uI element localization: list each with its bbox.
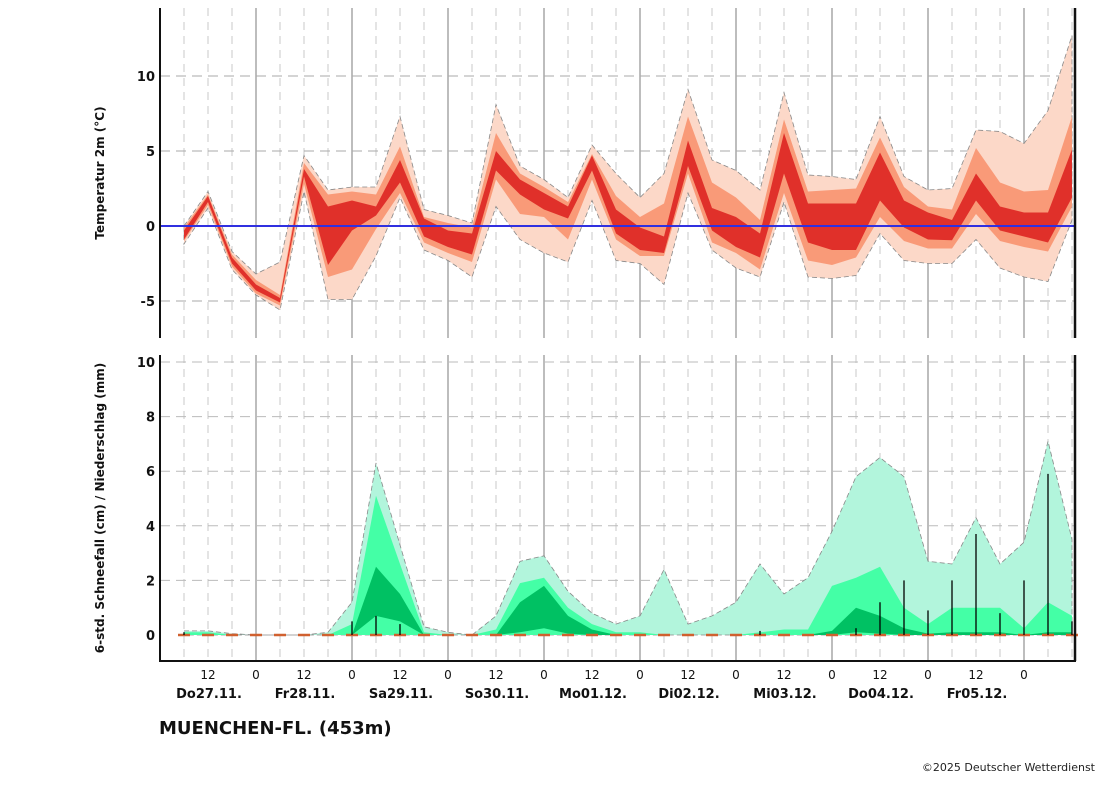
precip-band-p50 xyxy=(184,615,1072,635)
axes xyxy=(159,8,1077,662)
precipitation-bands xyxy=(183,441,1073,636)
day-tick-label: Do27.11. xyxy=(176,687,242,702)
temperature-bands xyxy=(160,35,1075,311)
temp-band-p10-p90 xyxy=(184,116,1072,306)
hour-tick-label: 0 xyxy=(732,668,740,682)
hour-tick-label: 0 xyxy=(540,668,548,682)
day-tick-label: Mo01.12. xyxy=(559,687,627,702)
hour-tick-label: 0 xyxy=(444,668,452,682)
precipitation-axis-label: 6-std. Schneefall (cm) / Niederschlag (m… xyxy=(93,363,107,653)
day-tick-label: So30.11. xyxy=(465,687,529,702)
day-tick-label: Di02.12. xyxy=(658,687,719,702)
station-title: MUENCHEN-FL. (453m) xyxy=(159,718,392,739)
temp-tick-label: 10 xyxy=(137,70,155,85)
hour-tick-label: 12 xyxy=(968,668,983,682)
temp-tick-label: 0 xyxy=(146,220,155,235)
hour-tick-label: 12 xyxy=(776,668,791,682)
precip-tick-label: 8 xyxy=(146,411,155,426)
hour-tick-label: 12 xyxy=(200,668,215,682)
precip-tick-label: 2 xyxy=(146,574,155,589)
marks xyxy=(178,473,1078,637)
hour-tick-label: 12 xyxy=(872,668,887,682)
day-tick-label: Do04.12. xyxy=(848,687,914,702)
temp-tick-label: 5 xyxy=(146,145,155,160)
hour-tick-label: 0 xyxy=(636,668,644,682)
hour-tick-label: 0 xyxy=(348,668,356,682)
precip-band-max xyxy=(183,441,1073,636)
precip-band-p75 xyxy=(184,566,1072,635)
temp-band-min-max xyxy=(183,35,1073,311)
day-tick-label: Sa29.11. xyxy=(369,687,433,702)
temp-band-p25-p75 xyxy=(184,133,1072,303)
tick-labels: -5 0 5 10 0 2 4 6 8 10 12 0 12 0 12 0 12 0 12 0 12 0 12 0 12 0 12 0… xyxy=(137,70,1028,702)
precip-band-p90 xyxy=(184,495,1072,635)
day-tick-label: Fr28.11. xyxy=(275,687,336,702)
hour-tick-label: 0 xyxy=(1020,668,1028,682)
hour-tick-label: 0 xyxy=(828,668,836,682)
copyright: ©2025 Deutscher Wetterdienst xyxy=(922,761,1096,774)
precip-tick-label: 4 xyxy=(146,520,155,535)
hour-tick-label: 12 xyxy=(584,668,599,682)
hour-tick-label: 12 xyxy=(296,668,311,682)
hour-tick-label: 0 xyxy=(924,668,932,682)
precip-tick-label: 0 xyxy=(146,629,155,644)
day-tick-label: Mi03.12. xyxy=(753,687,816,702)
precip-tick-label: 6 xyxy=(146,465,155,480)
hour-tick-label: 12 xyxy=(488,668,503,682)
temp-tick-label: -5 xyxy=(141,295,155,310)
hour-tick-label: 12 xyxy=(392,668,407,682)
hour-tick-label: 0 xyxy=(252,668,260,682)
hour-tick-label: 12 xyxy=(680,668,695,682)
day-tick-label: Fr05.12. xyxy=(947,687,1008,702)
precip-tick-label: 10 xyxy=(137,356,155,371)
temperature-axis-label: Temperatur 2m (°C) xyxy=(93,106,107,239)
